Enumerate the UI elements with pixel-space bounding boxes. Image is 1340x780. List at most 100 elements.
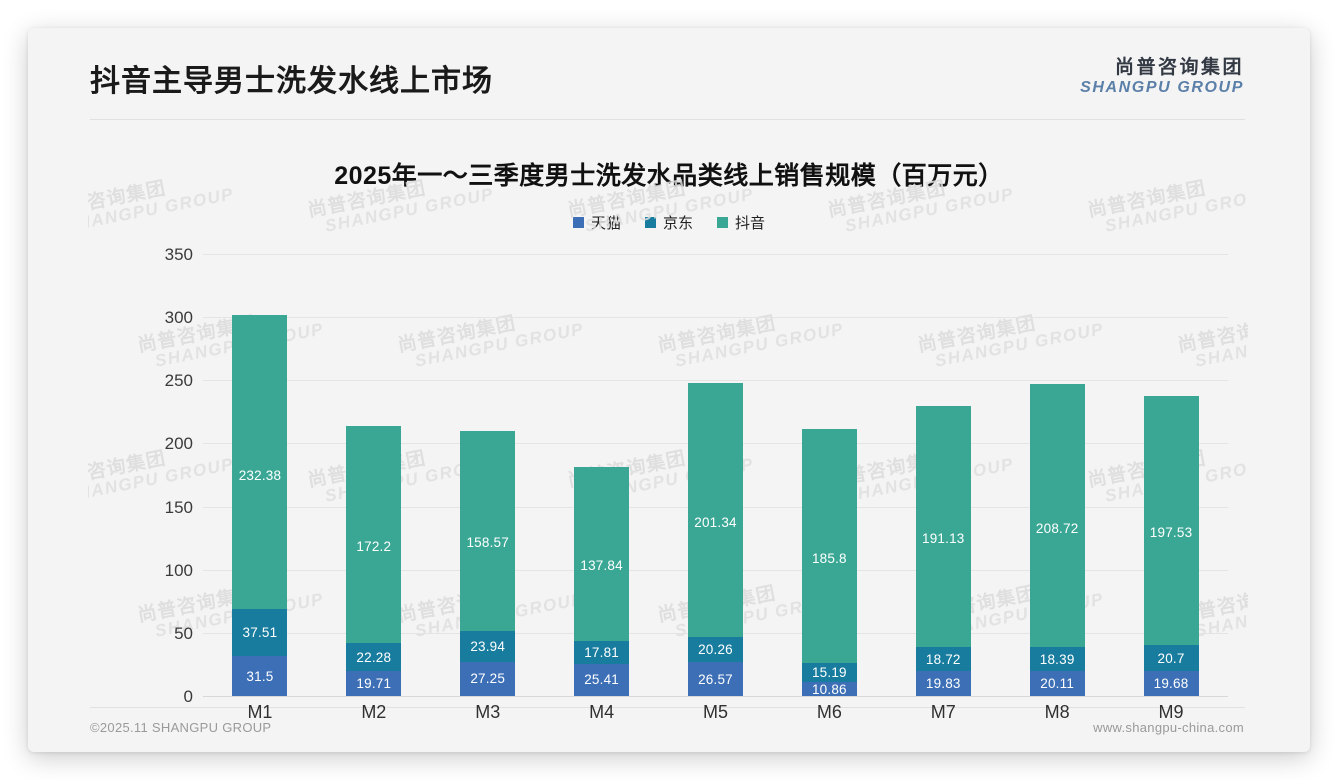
legend-item-天猫[interactable]: 天猫	[572, 212, 621, 233]
bar-segment-京东[interactable]: 22.28	[346, 642, 402, 672]
bar-group[interactable]: 20.11 18.39 208.72	[1000, 383, 1114, 696]
bar-value-label: 191.13	[922, 531, 965, 547]
watermark-chinese-text: 尚普咨询集团	[88, 178, 168, 222]
y-axis-tick-label: 0	[183, 687, 193, 706]
bar-segment-抖音[interactable]: 137.84	[574, 467, 630, 642]
bar-value-label: 208.72	[1035, 520, 1079, 536]
x-axis-tick-label: M5	[702, 702, 728, 722]
watermark-english-text: SHANGPU GROUP	[323, 184, 496, 236]
x-axis-tick-label: M7	[930, 702, 956, 722]
bar-segment-抖音[interactable]: 232.38	[232, 315, 288, 609]
bar-segment-京东[interactable]: 15.19	[801, 663, 857, 683]
bar-group[interactable]: 19.71 22.28 172.2	[317, 425, 431, 696]
bar-segment-天猫[interactable]: 19.68	[1143, 671, 1199, 696]
watermark-english-text: SHANGPU GROUP	[88, 184, 236, 236]
bar-group[interactable]: 19.83 18.72 191.13	[886, 405, 1000, 696]
bar-value-label: 19.68	[1153, 676, 1189, 692]
bar-segment-天猫[interactable]: 27.25	[460, 661, 516, 696]
bar-segment-抖音[interactable]: 158.57	[460, 431, 516, 632]
legend-item-京东[interactable]: 京东	[644, 212, 693, 233]
bar-segment-抖音[interactable]: 197.53	[1143, 395, 1199, 646]
footer-copyright: ©2025.11 SHANGPU GROUP	[90, 720, 272, 735]
bar-value-label: 232.38	[238, 468, 282, 484]
slide-card: 抖音主导男士洗发水线上市场 尚普咨询集团 SHANGPU GROUP 2025年…	[28, 28, 1310, 752]
bar-group[interactable]: 26.57 20.26 201.34	[659, 382, 773, 696]
y-axis-tick-label: 100	[164, 560, 193, 580]
bar-value-label: 137.84	[580, 557, 623, 573]
bar-segment-抖音[interactable]: 201.34	[688, 382, 743, 637]
bar-segment-天猫[interactable]: 26.57	[688, 662, 743, 696]
chart-plot: 尚普咨询集团 SHANGPU GROUP 尚普咨询集团 SHANGPU GROUP 尚普…	[28, 28, 1310, 752]
watermark-chinese-text: 尚普咨询集团	[1086, 178, 1208, 222]
bar-value-label: 37.51	[242, 625, 278, 641]
y-axis-tick-label: 300	[164, 308, 193, 328]
bar-group[interactable]: 31.5 37.51 232.38	[203, 315, 317, 696]
bar-segment-京东[interactable]: 20.26	[688, 636, 743, 663]
legend-label: 京东	[662, 215, 693, 232]
bar-segment-京东[interactable]: 23.94	[460, 631, 516, 662]
x-axis-tick-label: M3	[475, 702, 501, 722]
gridline	[203, 317, 1228, 319]
bar-value-label: 26.57	[698, 671, 733, 687]
bar-segment-天猫[interactable]: 31.5	[232, 656, 288, 696]
bar-value-label: 172.2	[356, 538, 392, 554]
x-axis-tick-label: M2	[361, 702, 387, 722]
x-axis-line	[203, 696, 1228, 697]
bar-segment-京东[interactable]: 37.51	[232, 608, 288, 657]
bar-segment-天猫[interactable]: 19.71	[346, 671, 402, 696]
legend-swatch-icon	[717, 217, 728, 228]
bar-segment-抖音[interactable]: 172.2	[346, 425, 402, 643]
bar-segment-天猫[interactable]: 19.83	[915, 670, 971, 696]
bar-value-label: 20.11	[1040, 675, 1075, 691]
y-axis-tick-label: 250	[164, 371, 193, 391]
x-axis-tick-label: M9	[1158, 702, 1184, 722]
bar-group[interactable]: 25.41 17.81 137.84	[545, 467, 659, 696]
gridline	[203, 254, 1228, 255]
bar-value-label: 27.25	[470, 671, 506, 687]
bar-value-label: 10.86	[811, 681, 847, 697]
bar-value-label: 15.19	[811, 665, 847, 681]
bar-segment-抖音[interactable]: 185.8	[801, 428, 857, 664]
gridline	[203, 380, 1228, 382]
watermark-english-text: SHANGPU GROUP	[1103, 184, 1248, 236]
x-axis-tick-label: M4	[589, 702, 615, 722]
bar-segment-京东[interactable]: 18.72	[915, 647, 971, 671]
logo-chinese-text: 尚普咨询集团	[1114, 57, 1244, 78]
bar-group[interactable]: 10.86 15.19 185.8	[772, 428, 886, 697]
y-axis-tick-label: 350	[164, 245, 193, 264]
bar-segment-抖音[interactable]: 208.72	[1029, 383, 1085, 648]
bar-value-label: 201.34	[694, 514, 737, 530]
bar-value-label: 185.8	[811, 550, 847, 566]
watermark-english-text: SHANGPU GROUP	[583, 184, 756, 236]
bar-segment-天猫[interactable]: 20.11	[1029, 670, 1085, 696]
legend-item-抖音[interactable]: 抖音	[717, 212, 765, 233]
watermark-english-text: SHANGPU GROUP	[843, 184, 1016, 236]
y-axis-tick-label: 150	[164, 497, 193, 517]
bar-segment-京东[interactable]: 20.7	[1143, 645, 1199, 672]
bar-segment-天猫[interactable]: 10.86	[801, 681, 857, 697]
bar-value-label: 158.57	[466, 535, 509, 551]
bar-segment-天猫[interactable]: 25.41	[574, 663, 630, 696]
footer-divider	[90, 707, 1245, 708]
bar-segment-京东[interactable]: 17.81	[574, 641, 630, 664]
footer-website: www.shangpu-china.com	[1093, 720, 1244, 735]
bar-value-label: 25.41	[584, 672, 619, 688]
x-axis-labels: M1 M2 M3 M4 M5 M6 M7 M8 M9	[203, 702, 1228, 732]
bar-group[interactable]: 27.25 23.94 158.57	[431, 431, 545, 696]
page-title: 抖音主导男士洗发水线上市场	[90, 65, 493, 98]
watermark-chinese-text: 尚普咨询集团	[566, 178, 688, 222]
bar-group[interactable]: 19.68 20.7 197.53	[1114, 395, 1228, 696]
legend-label: 天猫	[590, 215, 621, 232]
bar-value-label: 18.72	[925, 651, 961, 667]
bar-segment-抖音[interactable]: 191.13	[915, 405, 971, 648]
chart-legend: 天猫 京东 抖音	[28, 212, 1310, 233]
watermark-chinese-text: 尚普咨询集团	[826, 178, 948, 222]
bar-value-label: 18.39	[1039, 651, 1075, 667]
x-axis-tick-label: M6	[816, 702, 842, 722]
bar-segment-京东[interactable]: 18.39	[1029, 647, 1085, 671]
y-axis-tick-label: 50	[174, 623, 193, 643]
